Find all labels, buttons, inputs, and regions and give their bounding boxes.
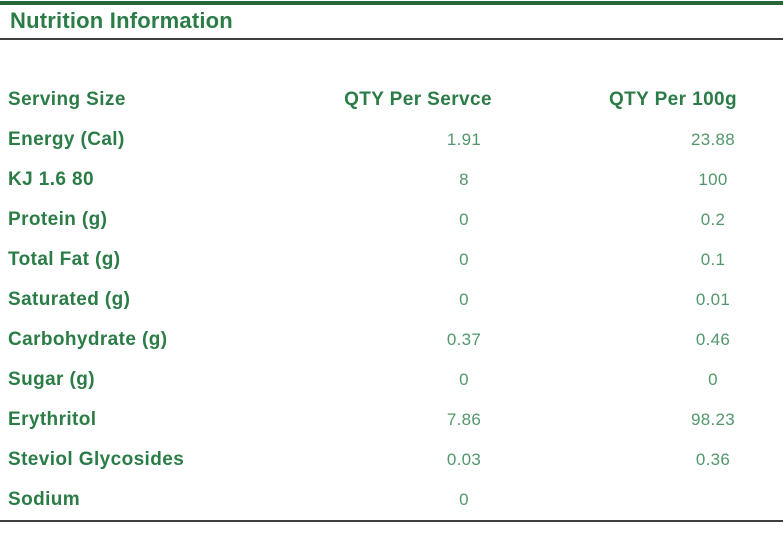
row-per-100g-value: 98.23 — [690, 410, 736, 429]
row-label: KJ 1.6 80 — [8, 169, 94, 190]
top-divider — [0, 1, 783, 5]
table-row-total-fat: Total Fat (g) 0 0.1 — [0, 240, 783, 280]
row-label: Steviol Glycosides — [8, 449, 185, 470]
table-row-erythritol: Erythritol 7.86 98.23 — [0, 400, 783, 440]
table-row-steviol-glycosides: Steviol Glycosides 0.03 0.36 — [0, 440, 783, 480]
row-per-serve-value: 0 — [459, 370, 469, 389]
nutrition-table: Serving Size QTY Per Servce QTY Per 100g… — [0, 79, 783, 520]
row-per-serve-value: 7.86 — [446, 410, 482, 429]
row-label: Protein (g) — [8, 209, 108, 230]
row-per-100g-value: 23.88 — [690, 130, 736, 149]
table-row-saturated: Saturated (g) 0 0.01 — [0, 280, 783, 320]
row-per-100g-value: 0.2 — [700, 210, 726, 229]
row-label: Total Fat (g) — [8, 249, 121, 270]
row-per-serve-value: 0.03 — [446, 450, 482, 469]
title-divider — [0, 38, 783, 40]
row-per-serve-value: 0 — [459, 250, 469, 269]
row-per-100g-value: 0 — [708, 370, 718, 389]
table-row-kj: KJ 1.6 80 8 100 — [0, 160, 783, 200]
row-per-serve-value: 1.91 — [446, 130, 482, 149]
table-header-row: Serving Size QTY Per Servce QTY Per 100g — [0, 79, 783, 120]
row-label: Saturated (g) — [8, 289, 131, 310]
row-label: Energy (Cal) — [8, 129, 125, 150]
header-qty-per-serve: QTY Per Servce — [344, 88, 492, 110]
table-row-sugar: Sugar (g) 0 0 — [0, 360, 783, 400]
row-label: Sodium — [8, 489, 81, 510]
row-per-serve-value: 8 — [459, 170, 469, 189]
row-per-serve-value: 0 — [459, 210, 469, 229]
row-label: Sugar (g) — [8, 369, 95, 390]
row-per-100g-value: 0.1 — [700, 250, 726, 269]
table-row-carbohydrate: Carbohydrate (g) 0.37 0.46 — [0, 320, 783, 360]
row-label: Carbohydrate (g) — [8, 329, 168, 350]
row-per-100g-value: 0.01 — [695, 290, 731, 309]
table-row-energy: Energy (Cal) 1.91 23.88 — [0, 120, 783, 160]
row-per-100g-value: 0.36 — [695, 450, 731, 469]
table-row-protein: Protein (g) 0 0.2 — [0, 200, 783, 240]
row-label: Erythritol — [8, 409, 97, 430]
row-per-100g-value: 100 — [698, 170, 728, 189]
row-per-serve-value: 0.37 — [446, 330, 482, 349]
row-per-serve-value: 0 — [459, 290, 469, 309]
bottom-divider — [0, 520, 783, 522]
row-per-serve-value: 0 — [459, 490, 469, 509]
page-title: Nutrition Information — [10, 8, 233, 33]
row-per-100g-value: 0.46 — [695, 330, 731, 349]
header-serving-size: Serving Size — [8, 88, 126, 110]
header-qty-per-100g: QTY Per 100g — [608, 88, 738, 110]
table-row-sodium: Sodium 0 — [0, 480, 783, 520]
